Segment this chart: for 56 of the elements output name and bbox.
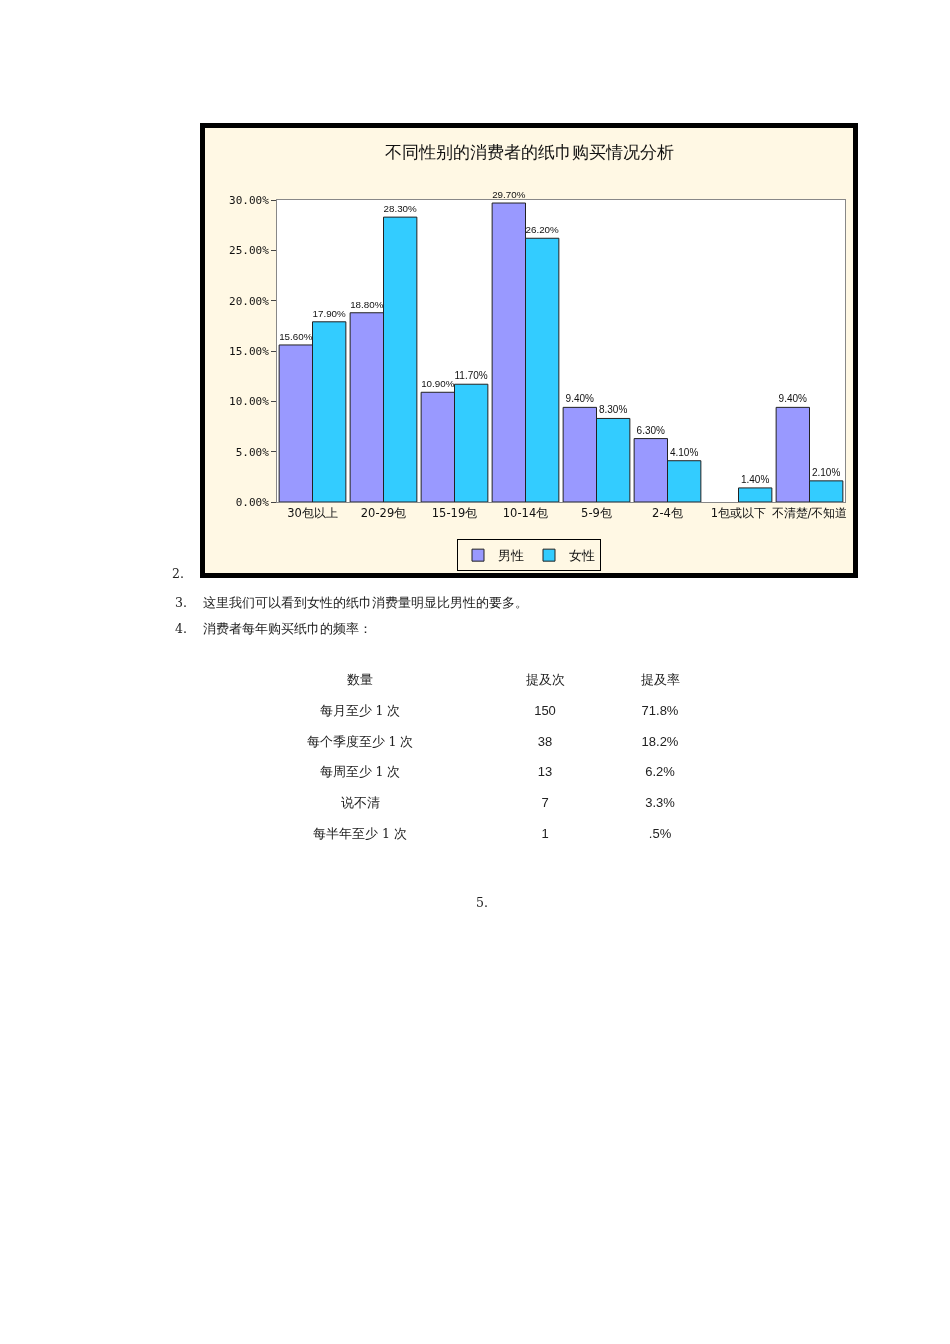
x-tick-label: 5-9包	[581, 505, 612, 520]
y-tick-label: 15.00%	[229, 344, 270, 358]
category-label: 每月至少 1 次	[319, 702, 401, 719]
y-tick-label: 20.00%	[229, 294, 270, 308]
x-tick-label: 15-19包	[431, 505, 478, 520]
data-label: 18.80%	[350, 298, 384, 310]
text: 提及次	[525, 672, 565, 688]
y-tick-label: 30.00%	[229, 193, 270, 207]
data-label: 3.3%	[645, 795, 675, 812]
data-label: 2.10%	[811, 466, 841, 478]
x-tick-label: 10-14包	[502, 505, 549, 520]
category-label: 每个季度至少 1 次	[306, 733, 414, 750]
data-label: 1	[541, 826, 549, 842]
x-tick-label: 30包以上	[287, 505, 338, 520]
chart-title: 不同性别的消费者的纸巾购买情况分析	[384, 141, 674, 162]
data-label: 150	[534, 702, 556, 719]
data-label: 15.60%	[279, 331, 313, 342]
text: 提及率	[640, 672, 680, 688]
y-tick-label: 0.00%	[235, 495, 270, 509]
category-label: 每半年至少 1 次	[313, 826, 407, 842]
data-label: .5%	[648, 826, 672, 842]
data-label: 18.2%	[641, 733, 679, 750]
y-tick-label: 25.00%	[229, 244, 270, 258]
x-tick-label: 20-29包	[360, 505, 407, 520]
x-tick-label: 不清楚/不知道	[771, 505, 848, 520]
x-tick-label: 1包或以下	[710, 505, 767, 520]
text: 2.	[172, 566, 184, 582]
data-label: 10.90%	[421, 378, 455, 390]
category-label: 说不清	[340, 795, 380, 812]
data-label: 26.20%	[525, 224, 560, 236]
x-tick-label: 2-4包	[652, 505, 683, 520]
data-label: 11.70%	[454, 370, 488, 382]
text: 3. 这里我们可以看到女性的纸巾消费量明显比男性的要多。	[175, 595, 528, 610]
data-label: 13	[537, 764, 553, 781]
data-label: 17.90%	[312, 307, 347, 319]
data-label: 38	[537, 733, 553, 750]
y-tick-label: 5.00%	[235, 445, 270, 459]
data-label: 4.10%	[669, 446, 699, 458]
legend-label: 女性	[569, 548, 595, 564]
bar	[738, 487, 773, 502]
text: 数量	[347, 672, 373, 688]
data-label: 1.40%	[740, 473, 770, 485]
data-label: 9.40%	[565, 393, 595, 405]
data-label: 7	[541, 795, 549, 812]
data-label: 6.2%	[645, 764, 675, 781]
data-label: 29.70%	[492, 189, 526, 201]
data-label: 71.8%	[641, 702, 679, 719]
data-label: 28.30%	[383, 203, 418, 215]
text: 4. 消费者每年购买纸巾的频率：	[175, 621, 372, 636]
y-tick-label: 10.00%	[229, 395, 270, 409]
data-label: 8.30%	[598, 404, 628, 416]
text: 5.	[476, 894, 488, 911]
data-label: 6.30%	[636, 424, 666, 436]
data-label: 9.40%	[778, 393, 808, 405]
legend-label: 男性	[498, 548, 524, 564]
category-label: 每周至少 1 次	[319, 764, 401, 781]
